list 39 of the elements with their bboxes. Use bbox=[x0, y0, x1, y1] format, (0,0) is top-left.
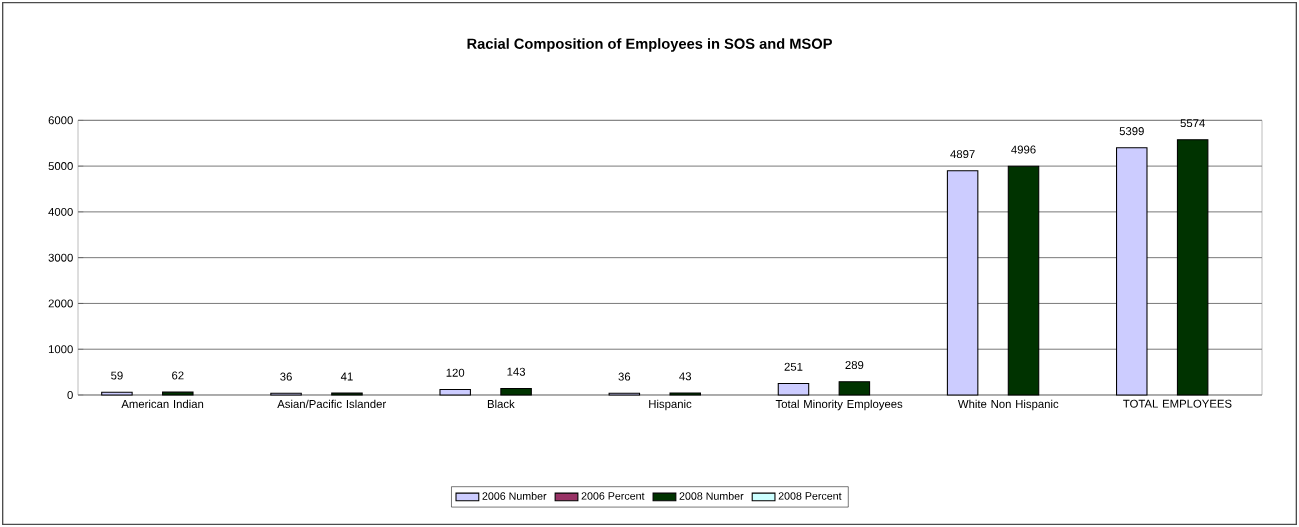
data-label: 43 bbox=[679, 372, 692, 381]
chart-title: Racial Composition of Employees in SOS and MSOP bbox=[467, 38, 832, 52]
y-tick-label: 2000 bbox=[48, 299, 73, 308]
data-label: 36 bbox=[280, 372, 292, 381]
data-label: 59 bbox=[111, 371, 123, 380]
y-tick-label: 3000 bbox=[48, 253, 73, 262]
legend-label: 2006 Percent bbox=[581, 492, 645, 500]
x-tick-label: Asian/Pacific Islander bbox=[277, 399, 386, 409]
data-label: 120 bbox=[446, 368, 465, 377]
data-label: 4996 bbox=[1011, 145, 1036, 154]
y-tick-label: 6000 bbox=[48, 116, 73, 125]
data-label: 289 bbox=[845, 361, 864, 370]
data-label: 4897 bbox=[950, 150, 975, 159]
data-label: 5399 bbox=[1119, 127, 1144, 136]
x-tick-label: Total Minority Employees bbox=[775, 399, 903, 411]
bar bbox=[777, 382, 810, 396]
x-tick-label: Hispanic bbox=[649, 399, 692, 411]
legend-label: 2006 Number bbox=[482, 492, 547, 500]
y-tick-label: 1000 bbox=[48, 345, 73, 354]
bar bbox=[500, 387, 532, 396]
data-label: 251 bbox=[784, 362, 803, 371]
legend-label: 2008 Number bbox=[679, 492, 744, 500]
x-tick-label: Black bbox=[487, 399, 515, 409]
data-label: 41 bbox=[340, 372, 353, 381]
bar bbox=[439, 388, 471, 396]
data-label: 143 bbox=[507, 367, 526, 376]
bar bbox=[162, 391, 194, 396]
data-label: 36 bbox=[618, 372, 631, 381]
y-tick-label: 0 bbox=[67, 390, 73, 399]
y-tick-label: 5000 bbox=[48, 162, 73, 171]
legend-label: 2008 Percent bbox=[778, 492, 842, 500]
bar bbox=[101, 391, 133, 396]
data-label: 5574 bbox=[1180, 119, 1205, 128]
bar bbox=[838, 381, 871, 396]
data-label: 62 bbox=[172, 371, 184, 380]
x-tick-label: White Non Hispanic bbox=[957, 399, 1059, 411]
y-tick-label: 4000 bbox=[48, 207, 73, 216]
x-tick-label: American Indian bbox=[121, 399, 204, 409]
x-tick-label: TOTAL EMPLOYEES bbox=[1123, 399, 1232, 408]
